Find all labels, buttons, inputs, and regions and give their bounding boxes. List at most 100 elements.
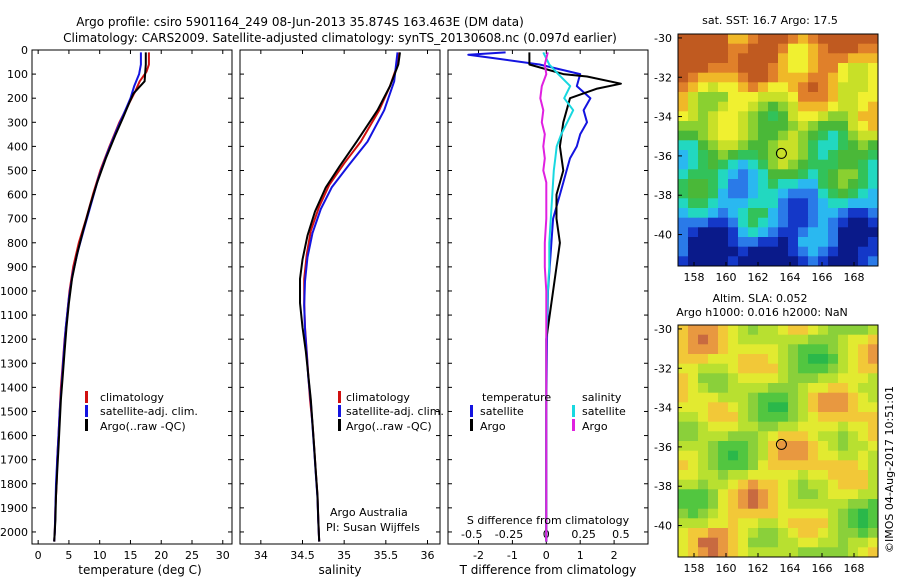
map-cell [848, 72, 859, 83]
map-cell [768, 373, 779, 384]
map-cell [708, 450, 719, 461]
legend-label-satellite: satellite-adj. clim. [346, 405, 444, 418]
x-tick-label: 0 [543, 549, 550, 562]
map-cell [708, 227, 719, 238]
map-cell [798, 256, 809, 267]
map-cell [708, 489, 719, 500]
map-cell [808, 111, 819, 122]
map-cell [718, 450, 729, 461]
map-cell [868, 82, 879, 93]
map-cell [858, 101, 869, 112]
map-cell [718, 354, 729, 365]
map-cell [838, 246, 849, 257]
map-cell [828, 53, 839, 64]
map-cell [698, 82, 709, 93]
y-tick-label: 1600 [0, 430, 28, 443]
map-cell [738, 547, 749, 558]
legend-swatch-argo [338, 419, 341, 431]
map-cell [688, 130, 699, 141]
map-cell [808, 392, 819, 403]
map-cell [838, 547, 849, 558]
y-tick-label: 400 [7, 140, 28, 153]
map-cell [868, 169, 879, 180]
map-cell [718, 130, 729, 141]
map-cell [698, 383, 709, 394]
map-cell [798, 43, 809, 54]
map-cell [758, 179, 769, 190]
map-cell [748, 111, 759, 122]
map-cell [778, 431, 789, 442]
map-cell [828, 111, 839, 122]
map-cell [818, 101, 829, 112]
map-cell [838, 499, 849, 510]
map-cell [768, 101, 779, 112]
series-line-2 [303, 52, 399, 542]
x-tick-label: 34 [254, 549, 268, 562]
map-cell [678, 344, 689, 355]
map-cell [848, 363, 859, 374]
x-tick-label: 25 [185, 549, 199, 562]
map-cell [728, 508, 739, 519]
map-cell [828, 92, 839, 103]
map-cell [728, 460, 739, 471]
map-cell [748, 53, 759, 64]
map-cell [738, 217, 749, 228]
map-cell [768, 208, 779, 219]
map-cell [758, 63, 769, 74]
map-cell [718, 150, 729, 161]
map-cell [868, 441, 879, 452]
map-cell [678, 179, 689, 190]
legend-swatch-t-satellite [470, 405, 473, 417]
map-cell [788, 528, 799, 539]
map-cell [798, 363, 809, 374]
map-cell [728, 130, 739, 141]
map-cell [808, 470, 819, 481]
map-cell [778, 159, 789, 170]
map-cell [768, 53, 779, 64]
map-y-tick-label: -36 [654, 441, 672, 454]
map-cell [768, 508, 779, 519]
map-cell [758, 198, 769, 209]
map-cell [728, 246, 739, 257]
map-cell [868, 63, 879, 74]
map-cell [838, 528, 849, 539]
map-cell [808, 43, 819, 54]
map-cell [688, 547, 699, 558]
map-cell [828, 256, 839, 267]
map-cell [828, 412, 839, 423]
map-cell [808, 198, 819, 209]
map-cell [718, 34, 729, 45]
map-cell [868, 217, 879, 228]
map-cell [748, 363, 759, 374]
map-cell [678, 63, 689, 74]
x-tick-label: -2 [473, 549, 484, 562]
map-cell [808, 450, 819, 461]
map-cell [678, 412, 689, 423]
map-cell [788, 159, 799, 170]
map-cell [688, 392, 699, 403]
map-cell [848, 383, 859, 394]
map-cell [868, 344, 879, 355]
map-cell [838, 92, 849, 103]
map-cell [688, 92, 699, 103]
map-cell [808, 383, 819, 394]
map-cell [798, 159, 809, 170]
map-cell [848, 508, 859, 519]
map-cell [798, 518, 809, 529]
map-cell [708, 34, 719, 45]
map-cell [678, 392, 689, 403]
map-cell [818, 499, 829, 510]
map-cell [788, 227, 799, 238]
map-cell [818, 150, 829, 161]
map-cell [788, 140, 799, 151]
legend-label-argo: Argo(..raw -QC) [100, 420, 186, 433]
map-cell [698, 508, 709, 519]
map-cell [748, 150, 759, 161]
map-cell [798, 92, 809, 103]
y-tick-label: 1400 [0, 381, 28, 394]
map-cell [868, 130, 879, 141]
s-tick-label: 0.25 [571, 528, 596, 541]
map-cell [718, 334, 729, 345]
map-cell [778, 140, 789, 151]
map-cell [798, 121, 809, 132]
